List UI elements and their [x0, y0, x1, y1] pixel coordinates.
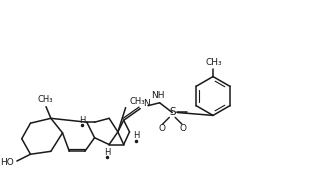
Text: N: N [143, 99, 150, 108]
Text: O: O [158, 125, 165, 134]
Text: H: H [79, 116, 85, 125]
Text: CH₃: CH₃ [129, 97, 145, 106]
Text: O: O [179, 125, 187, 134]
Text: H: H [133, 131, 139, 140]
Text: NH: NH [151, 91, 165, 100]
Text: S: S [169, 108, 176, 117]
Text: CH₃: CH₃ [206, 58, 222, 67]
Text: CH₃: CH₃ [37, 95, 53, 104]
Text: HO: HO [0, 158, 14, 167]
Text: H: H [104, 148, 110, 157]
